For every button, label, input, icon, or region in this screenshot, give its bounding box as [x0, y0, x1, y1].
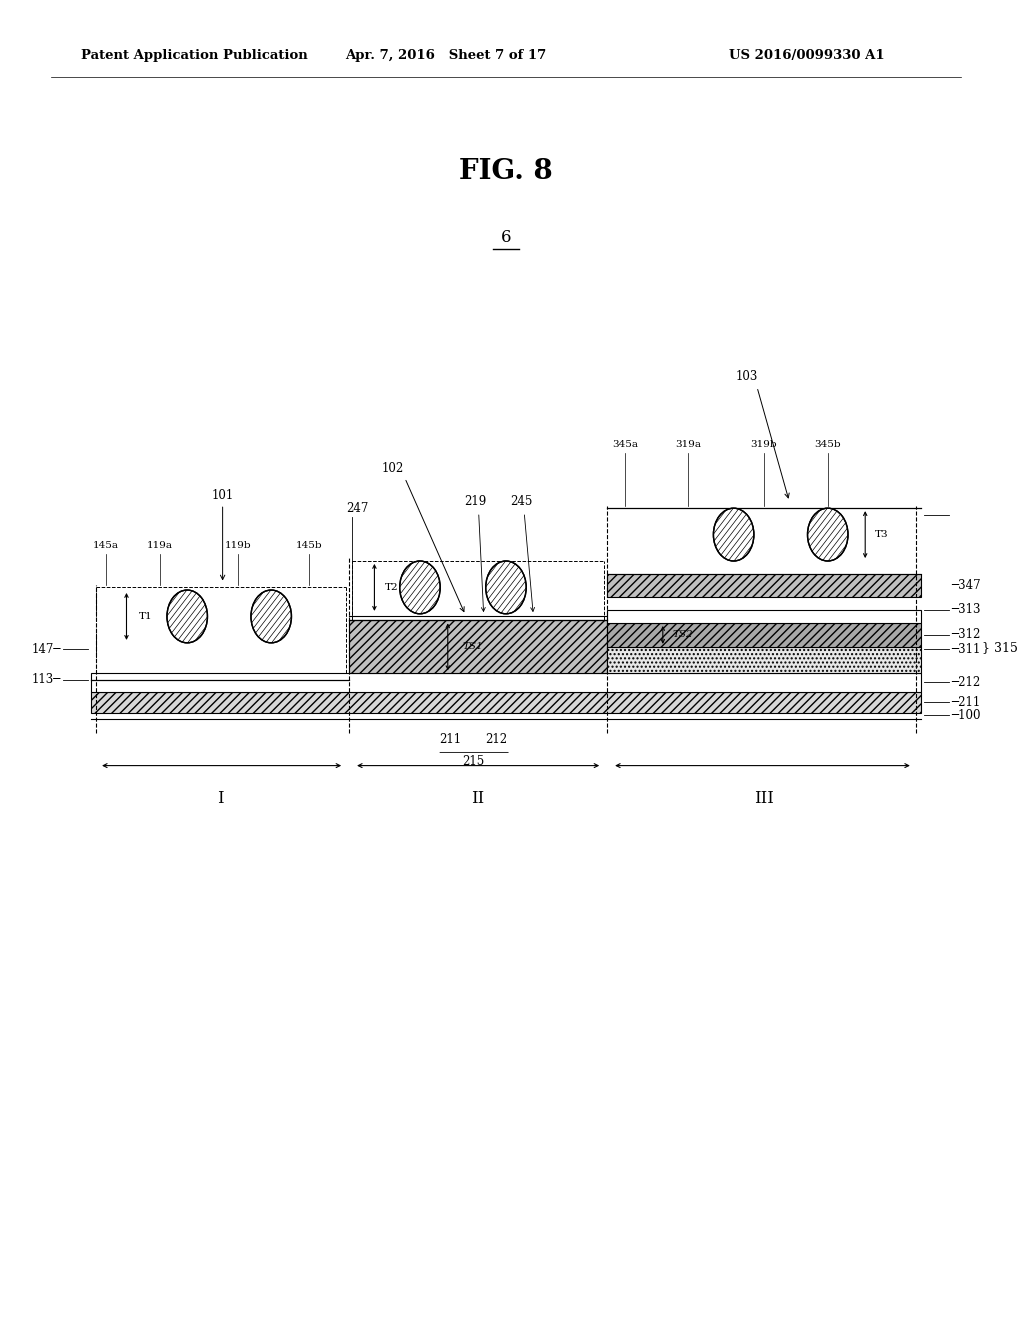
Text: 219: 219: [465, 495, 486, 508]
Text: 102: 102: [382, 462, 403, 475]
Text: 119b: 119b: [224, 541, 251, 550]
Text: 103: 103: [735, 370, 758, 383]
Text: ─211: ─211: [951, 696, 980, 709]
Text: 319b: 319b: [751, 440, 777, 449]
Text: 247: 247: [346, 502, 369, 515]
Text: 113─: 113─: [32, 673, 60, 686]
Circle shape: [808, 508, 848, 561]
Text: 119a: 119a: [146, 541, 173, 550]
Text: 345b: 345b: [814, 440, 841, 449]
Text: 245: 245: [510, 495, 532, 508]
Text: 215: 215: [463, 755, 484, 768]
Text: 101: 101: [212, 488, 233, 502]
Text: US 2016/0099330 A1: US 2016/0099330 A1: [729, 49, 884, 62]
Text: I: I: [217, 791, 223, 807]
Text: } 315: } 315: [982, 642, 1018, 655]
Text: Patent Application Publication: Patent Application Publication: [81, 49, 307, 62]
Circle shape: [485, 561, 526, 614]
Bar: [91, 692, 921, 713]
Text: T2: T2: [385, 583, 398, 591]
Text: 145b: 145b: [295, 541, 322, 550]
Text: 345a: 345a: [612, 440, 638, 449]
Bar: [607, 610, 921, 623]
Text: 145a: 145a: [93, 541, 119, 550]
Circle shape: [714, 508, 754, 561]
Text: 211: 211: [439, 733, 462, 746]
Text: FIG. 8: FIG. 8: [459, 158, 553, 185]
Text: II: II: [471, 791, 484, 807]
Bar: [607, 574, 921, 597]
Text: 319a: 319a: [675, 440, 701, 449]
Text: TS2: TS2: [673, 631, 693, 639]
Text: TS1: TS1: [463, 643, 483, 651]
Text: ─347: ─347: [951, 579, 981, 591]
Text: 147─: 147─: [31, 643, 60, 656]
Text: ─313: ─313: [951, 603, 981, 616]
Text: T1: T1: [138, 612, 153, 620]
Text: ─311: ─311: [951, 643, 981, 656]
Text: ─212: ─212: [951, 676, 980, 689]
Circle shape: [167, 590, 208, 643]
Text: Apr. 7, 2016   Sheet 7 of 17: Apr. 7, 2016 Sheet 7 of 17: [345, 49, 546, 62]
Text: ─312: ─312: [951, 628, 981, 642]
Text: ─100: ─100: [951, 709, 981, 722]
Text: 6: 6: [501, 230, 511, 246]
Circle shape: [399, 561, 440, 614]
Bar: [349, 620, 607, 673]
Text: III: III: [754, 791, 774, 807]
Text: T3: T3: [876, 531, 889, 539]
Text: 212: 212: [484, 733, 507, 746]
Bar: [607, 623, 921, 647]
Bar: [607, 647, 921, 673]
Circle shape: [251, 590, 292, 643]
Bar: [91, 673, 921, 692]
